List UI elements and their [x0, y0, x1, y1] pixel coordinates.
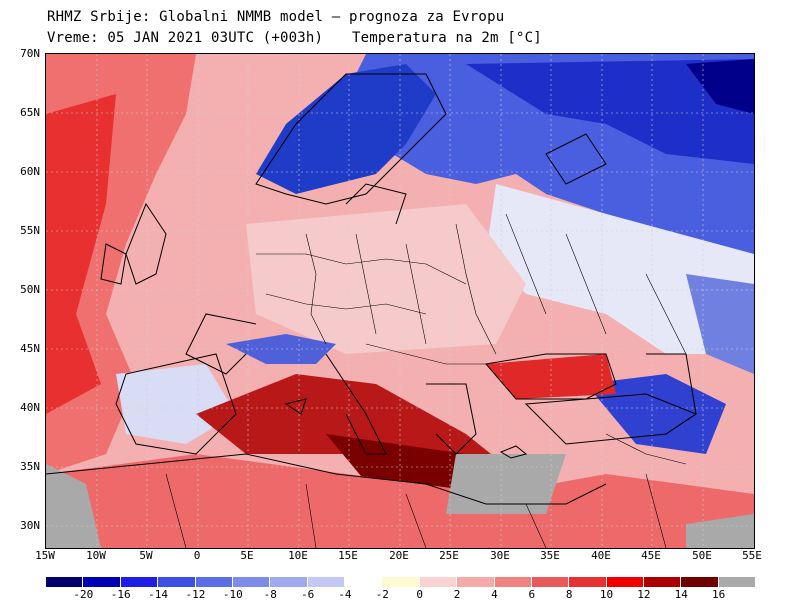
lat-label-60n: 60N [20, 165, 40, 178]
lat-label-65n: 65N [20, 106, 40, 119]
lat-label-40n: 40N [20, 401, 40, 414]
lon-label-0: 0 [193, 549, 201, 562]
legend-tick-label: 8 [565, 588, 573, 601]
legend-swatch [382, 577, 420, 587]
legend-swatch [345, 577, 383, 587]
lon-label-20e: 20E [389, 549, 409, 562]
lon-label-30e: 30E [490, 549, 510, 562]
legend-tick-label: -6 [300, 588, 315, 601]
legend-swatch [419, 577, 458, 587]
turkey-cold [586, 374, 726, 454]
lat-label-30n: 30N [20, 519, 40, 532]
legend-swatch [569, 577, 607, 587]
legend-tick-label: 12 [637, 588, 651, 601]
lon-label-40e: 40E [591, 549, 611, 562]
legend-tick-label: 2 [453, 588, 461, 601]
russia-pale [486, 184, 754, 354]
mask-middle-east [446, 454, 566, 514]
color-legend [46, 577, 757, 587]
scandinavia-cold [256, 64, 436, 194]
legend-tick-label: 16 [712, 588, 726, 601]
forecast-time: Vreme: 05 JAN 2021 03UTC (+003h) [47, 30, 324, 46]
legend-swatch [270, 577, 308, 587]
legend-swatch [46, 577, 84, 587]
lat-label-55n: 55N [20, 224, 40, 237]
lat-label-70n: 70N [20, 47, 40, 60]
lon-label-10e: 10E [288, 549, 308, 562]
lon-label-15w: 15W [35, 549, 55, 562]
lat-label-35n: 35N [20, 460, 40, 473]
legend-tick-label: -8 [263, 588, 277, 601]
legend-swatch [718, 577, 757, 587]
legend-swatch [83, 577, 121, 587]
legend-swatch [681, 577, 719, 587]
atlantic-red [46, 94, 116, 414]
lon-label-50e: 50E [692, 549, 712, 562]
country-borders [165, 213, 687, 548]
coastlines [46, 73, 698, 505]
lat-label-45n: 45N [20, 342, 40, 355]
legend-swatch [232, 577, 271, 587]
lon-label-5e: 5E [240, 549, 254, 562]
variable-label: Temperatura na 2m [°C] [352, 30, 542, 46]
lat-label-50n: 50N [20, 283, 40, 296]
lon-label-25e: 25E [439, 549, 459, 562]
legend-swatch [158, 577, 196, 587]
iberia-cool [116, 364, 236, 444]
legend-tick-label: -16 [110, 588, 131, 601]
legend-tick-label: 14 [674, 588, 688, 601]
legend-swatch [457, 577, 495, 587]
legend-tick-label: -4 [338, 588, 352, 601]
northeast-very-cold [466, 59, 754, 164]
legend-tick-label: 6 [528, 588, 536, 601]
arctic-coldest [686, 59, 754, 114]
legend-tick-label: -2 [375, 588, 389, 601]
legend-swatch [195, 577, 233, 587]
chart-title: RHMZ Srbije: Globalni NMMB model — progn… [47, 9, 505, 25]
legend-swatch [531, 577, 570, 587]
black-sea-warm [486, 354, 616, 399]
lon-label-45e: 45E [641, 549, 661, 562]
lon-label-15e: 15E [338, 549, 358, 562]
legend-tick-label: -20 [73, 588, 94, 601]
mask-west [46, 464, 101, 548]
legend-swatch [606, 577, 644, 587]
legend-tick-label: -14 [148, 588, 169, 601]
map-canvas [46, 54, 754, 548]
legend-swatch [644, 577, 682, 587]
legend-tick-label: 10 [599, 588, 614, 601]
graticule [46, 54, 754, 548]
legend-tick-label: 4 [491, 588, 498, 601]
legend-swatch [120, 577, 159, 587]
lon-label-55e: 55E [742, 549, 762, 562]
legend-swatch [494, 577, 532, 587]
central-europe [246, 204, 526, 354]
lon-label-5w: 5W [139, 549, 153, 562]
lon-label-35e: 35E [540, 549, 560, 562]
legend-tick-label: -12 [185, 588, 206, 601]
legend-tick-label: -10 [222, 588, 243, 601]
legend-tick-label: 0 [416, 588, 423, 601]
legend-swatch [307, 577, 345, 587]
temperature-map [45, 53, 755, 549]
lon-label-10w: 10W [86, 549, 106, 562]
